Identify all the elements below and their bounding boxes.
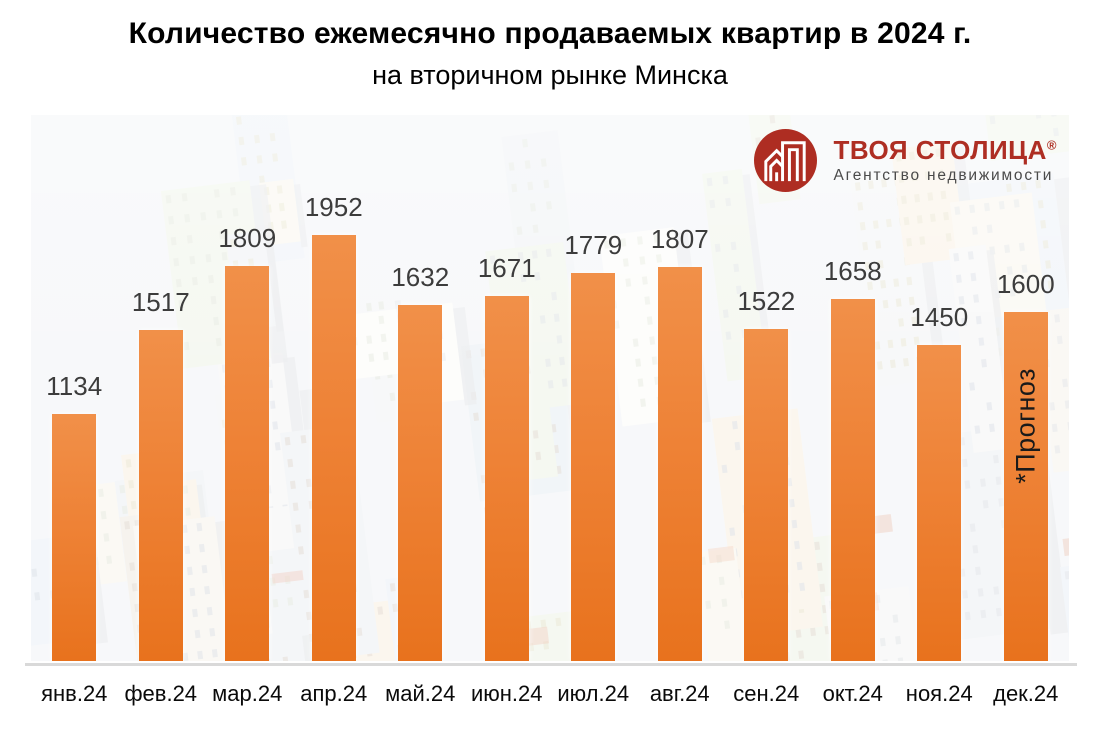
registered-mark-icon: ® [1046, 137, 1057, 153]
bar-фев.24 [138, 330, 183, 661]
bar-value-label: 1952 [304, 192, 363, 222]
bar-сен.24 [744, 329, 789, 661]
chart-title: Количество ежемесячно продаваемых кварти… [128, 17, 972, 50]
house-icon [754, 129, 818, 192]
x-axis-label-мар.24: мар.24 [212, 681, 283, 706]
bar-июл.24 [571, 273, 616, 661]
bar-value-label: 1671 [477, 253, 536, 283]
bar-дек.24: *Прогноз [1003, 312, 1048, 661]
bars-container: 1134 1517 1809 1952 1632 1671 1779 1807 1522 1658… [31, 115, 1069, 661]
bar-value-label: 1632 [391, 262, 450, 292]
x-axis-label-янв.24: янв.24 [41, 681, 108, 706]
bar-value-label: 1600 [996, 269, 1055, 299]
chart-area: ТВОЯ СТОЛИЦА® Агентство недвижимости 113… [31, 115, 1069, 661]
bar-янв.24 [52, 414, 97, 661]
forecast-annotation: *Прогноз [1010, 368, 1041, 484]
brand-tagline: Агентство недвижимости [833, 166, 1054, 184]
x-axis-label-июл.24: июл.24 [557, 681, 630, 706]
bar-окт.24 [830, 299, 875, 661]
x-axis-line [25, 663, 1077, 666]
brand-text-block: ТВОЯ СТОЛИЦА® Агентство недвижимости [833, 136, 1057, 185]
x-axis-label-июн.24: июн.24 [470, 681, 543, 706]
bar-value-label: 1450 [910, 302, 969, 332]
bar-value-label: 1522 [737, 286, 796, 316]
bar-value-label: 1809 [218, 223, 277, 253]
x-axis-labels: янв.24 фев.24 мар.24 апр.24 май.24 июн.24 июл.… [31, 681, 1069, 711]
bar-value-label: 1658 [823, 256, 882, 286]
brand-name: ТВОЯ СТОЛИЦА® [833, 135, 1057, 166]
bar-май.24 [398, 305, 443, 661]
bar-value-label: 1134 [46, 371, 103, 401]
brand-logo-icon [754, 129, 818, 192]
bar-value-label: 1517 [131, 287, 190, 317]
bar-value-label: 1779 [564, 230, 623, 260]
x-axis-label-май.24: май.24 [385, 681, 456, 706]
bar-апр.24 [311, 235, 356, 661]
brand-logo: ТВОЯ СТОЛИЦА® Агентство недвижимости [754, 129, 1057, 192]
bar-value-label: 1807 [650, 224, 709, 254]
x-axis-label-окт.24: окт.24 [822, 681, 883, 706]
bar-ноя.24 [917, 345, 962, 661]
x-axis-label-авг.24: авг.24 [649, 681, 710, 706]
x-axis-label-дек.24: дек.24 [993, 681, 1059, 706]
bar-мар.24 [225, 266, 270, 661]
bar-июн.24 [484, 296, 529, 661]
x-axis-label-фев.24: фев.24 [124, 681, 198, 706]
chart-subtitle: на вторичном рынке Минска [372, 60, 728, 90]
x-axis-label-ноя.24: ноя.24 [905, 681, 973, 706]
x-axis-label-апр.24: апр.24 [300, 681, 368, 706]
bar-авг.24 [657, 267, 702, 661]
x-axis-label-сен.24: сен.24 [733, 681, 800, 706]
